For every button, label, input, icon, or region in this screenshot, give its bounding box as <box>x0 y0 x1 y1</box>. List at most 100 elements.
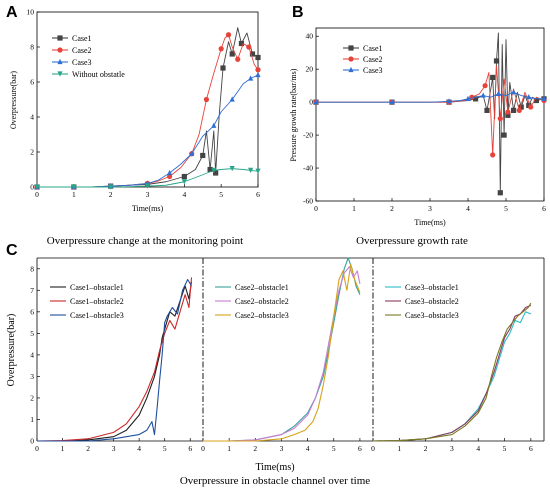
panel-c-xlabel: Time(ms) <box>255 462 294 473</box>
y-tick-label: 4 <box>30 113 34 122</box>
data-point <box>511 107 517 113</box>
y-tick-label: 0 <box>30 183 34 192</box>
x-tick-label: 6 <box>188 444 192 453</box>
legend-label: Case2–obstacle3 <box>235 311 289 320</box>
panel-letter-a: A <box>6 4 18 21</box>
data-point <box>211 167 217 173</box>
data-point <box>108 184 114 190</box>
x-tick-label: 2 <box>109 190 113 199</box>
series-line <box>316 91 544 103</box>
x-tick-label: 3 <box>280 444 284 453</box>
caption-a: Overpressure change at the monitoring po… <box>47 235 243 247</box>
caption-b: Overpressure growth rate <box>356 235 468 247</box>
data-point <box>248 167 254 173</box>
x-tick-label: 2 <box>253 444 257 453</box>
data-point <box>255 54 261 61</box>
legend-label: Case2 <box>363 55 383 64</box>
data-point <box>518 104 524 110</box>
data-point <box>495 90 501 97</box>
data-point <box>516 107 522 113</box>
panel-letter-c: C <box>6 242 18 259</box>
x-tick-label: 0 <box>35 444 39 453</box>
x-axis-label: Time(ms) <box>132 204 164 213</box>
data-point <box>528 104 534 110</box>
legend-label: Case1–obstacle1 <box>70 283 124 292</box>
legend-label: Case3–obstacle2 <box>405 297 459 306</box>
y-tick-label: 8 <box>30 43 34 52</box>
data-point <box>490 152 496 158</box>
legend-marker <box>57 71 63 77</box>
chart-c-case3: 0 1 2 3 4 5 6 Case3–obstacle1 Case3–obstacle2 Cas… <box>371 257 545 453</box>
data-point <box>229 166 235 172</box>
data-point <box>484 107 490 113</box>
series-line <box>37 278 192 442</box>
x-tick-label: 3 <box>428 204 432 213</box>
legend-label: Case2 <box>72 46 92 55</box>
series-line <box>37 74 259 188</box>
y-tick-label: 6 <box>30 307 34 316</box>
y-tick-label: 2 <box>30 148 34 157</box>
x-tick-label: 2 <box>424 444 428 453</box>
x-tick-label: 5 <box>332 444 336 453</box>
data-point <box>144 183 151 189</box>
x-tick-label: 0 <box>371 444 375 453</box>
legend-label: Without obstatle <box>72 70 125 79</box>
data-point <box>213 170 219 176</box>
caption-c: Overpressure in obstacle channel over ti… <box>180 475 370 487</box>
data-point <box>505 109 511 115</box>
x-tick-label: 6 <box>358 444 362 453</box>
data-point <box>446 98 452 104</box>
legend-marker <box>348 45 354 51</box>
series-line <box>372 302 532 442</box>
data-point <box>389 99 395 105</box>
y-tick-label: 6 <box>30 78 34 87</box>
data-point <box>248 75 254 81</box>
data-point <box>211 122 217 128</box>
data-point <box>313 99 319 105</box>
data-point <box>181 173 187 180</box>
chart-c-case1: 0 1 2 3 4 5 6012345678Overpressure(bar)Case1–o… <box>6 257 203 453</box>
series-line <box>37 168 259 188</box>
x-tick-label: 5 <box>219 190 223 199</box>
x-tick-label: 1 <box>227 444 231 453</box>
x-tick-label: 3 <box>112 444 116 453</box>
data-point <box>189 150 195 156</box>
x-tick-label: 5 <box>163 444 167 453</box>
data-point <box>511 89 517 95</box>
data-point <box>255 168 261 174</box>
y-tick-label: 3 <box>30 372 34 381</box>
data-point <box>480 92 486 98</box>
data-point <box>482 83 488 89</box>
data-point <box>497 190 503 196</box>
x-tick-label: 0 <box>35 190 39 199</box>
y-tick-label: 10 <box>27 8 35 17</box>
x-tick-label: 2 <box>390 204 394 213</box>
x-tick-label: 4 <box>182 190 186 199</box>
x-tick-label: 5 <box>503 444 507 453</box>
x-tick-label: 2 <box>86 444 90 453</box>
y-tick-label: 7 <box>30 286 34 295</box>
legend-label: Case3 <box>72 58 92 67</box>
y-tick-label: -60 <box>303 197 313 206</box>
data-point <box>493 58 500 64</box>
data-point <box>533 97 539 104</box>
data-point <box>501 132 507 138</box>
y-tick-label: 0 <box>30 437 34 446</box>
legend-label: Case3–obstacle3 <box>405 311 459 320</box>
data-point <box>526 94 532 100</box>
legend-label: Case2–obstacle2 <box>235 297 289 306</box>
x-tick-label: 4 <box>306 444 310 453</box>
y-tick-label: 40 <box>306 32 314 41</box>
x-tick-label: 4 <box>476 444 480 453</box>
x-tick-label: 6 <box>529 444 533 453</box>
series-line <box>372 304 532 442</box>
legend-label: Case1 <box>72 34 92 43</box>
x-tick-label: 1 <box>61 444 65 453</box>
data-point <box>497 116 503 122</box>
x-tick-label: 1 <box>352 204 356 213</box>
y-tick-label: 2 <box>30 393 34 402</box>
x-tick-label: 0 <box>201 444 205 453</box>
data-point <box>505 112 511 118</box>
y-tick-label: 1 <box>30 415 34 424</box>
data-point <box>207 166 213 173</box>
